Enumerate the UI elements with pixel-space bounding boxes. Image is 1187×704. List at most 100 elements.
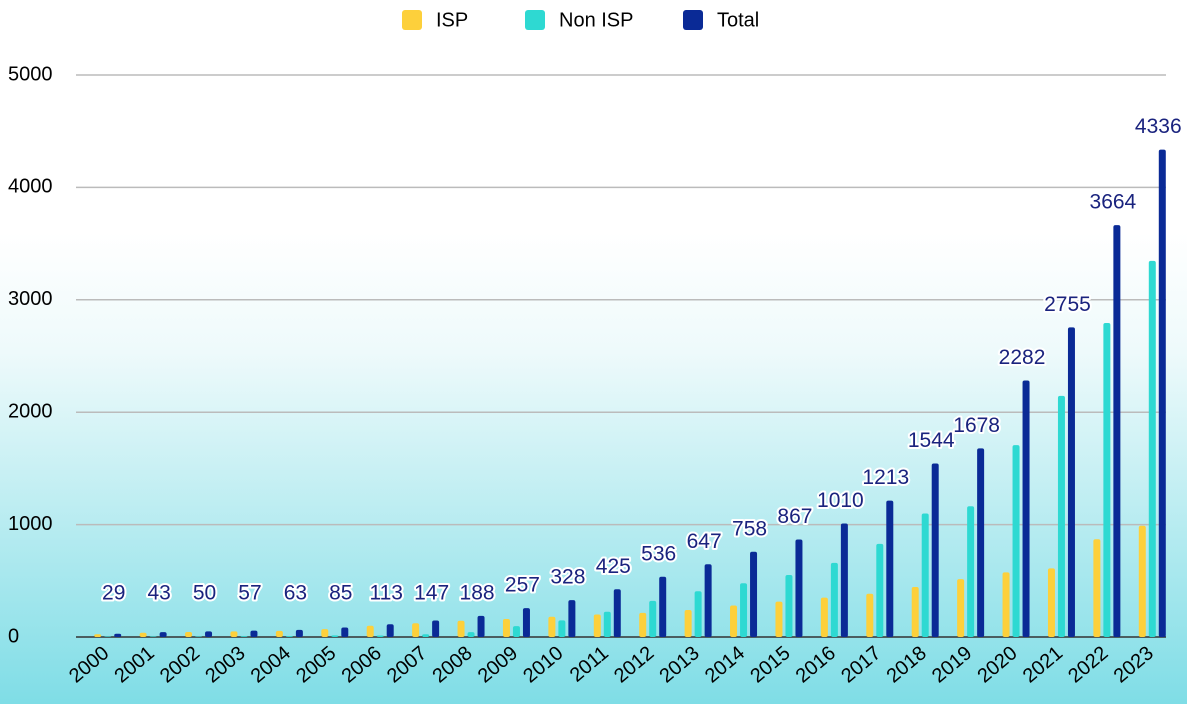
bar — [114, 633, 122, 637]
bar — [139, 632, 147, 637]
value-label: 113 — [369, 582, 402, 605]
bar — [613, 589, 621, 637]
bar — [603, 611, 611, 637]
bar — [230, 631, 238, 637]
value-label: 57 — [238, 582, 261, 605]
bar — [649, 600, 657, 637]
bar — [275, 630, 283, 637]
bar — [740, 583, 748, 637]
bar — [412, 623, 420, 637]
value-label: 1213 — [862, 466, 909, 489]
value-label: 867 — [777, 505, 812, 528]
bar — [911, 586, 919, 637]
bar — [704, 564, 712, 637]
value-label: 3664 — [1090, 191, 1137, 214]
bar — [321, 629, 329, 637]
bar — [195, 636, 203, 637]
value-label: 43 — [147, 582, 170, 605]
bar — [830, 562, 838, 637]
bar — [432, 620, 440, 637]
bar — [1138, 525, 1146, 637]
y-tick-label: 0 — [8, 625, 19, 647]
value-label: 85 — [329, 582, 352, 605]
bar — [548, 616, 556, 637]
value-label: 536 — [641, 542, 676, 565]
value-label: 63 — [284, 582, 307, 605]
y-tick-label: 3000 — [8, 288, 53, 310]
value-label: 147 — [414, 582, 449, 605]
bar — [1002, 572, 1010, 637]
value-label: 1678 — [953, 414, 1000, 437]
bar — [94, 634, 102, 637]
y-tick-label: 1000 — [8, 513, 53, 535]
value-label: 1544 — [908, 429, 955, 452]
bar — [876, 543, 884, 637]
bar — [1148, 260, 1156, 637]
bar — [1113, 225, 1121, 638]
value-label: 2282 — [999, 346, 1046, 369]
bar — [820, 597, 828, 637]
bar — [477, 615, 485, 637]
bar — [957, 579, 965, 637]
bar — [977, 448, 985, 637]
bar — [285, 636, 293, 637]
bar — [785, 574, 793, 637]
bar — [341, 627, 349, 637]
bar — [931, 463, 939, 637]
legend-swatch — [683, 10, 703, 30]
legend-swatch — [525, 10, 545, 30]
value-label: 328 — [550, 566, 585, 589]
bar — [921, 513, 929, 637]
y-tick-label: 5000 — [8, 63, 53, 85]
bar — [467, 632, 475, 637]
value-label: 2755 — [1044, 293, 1091, 316]
legend-label: Non ISP — [559, 9, 633, 31]
bar — [522, 608, 530, 637]
y-tick-label: 4000 — [8, 176, 53, 198]
bar — [1022, 380, 1030, 637]
bar — [250, 630, 258, 637]
value-label: 758 — [732, 517, 767, 540]
bar — [1012, 445, 1020, 637]
bar — [730, 605, 738, 637]
bar — [795, 539, 803, 637]
bar — [240, 636, 248, 637]
bar — [159, 632, 167, 637]
value-label: 425 — [596, 555, 631, 578]
bar — [750, 551, 758, 637]
bar — [149, 636, 157, 637]
bar — [694, 591, 702, 637]
bar — [684, 610, 692, 637]
bar — [366, 625, 374, 637]
bar — [457, 620, 465, 637]
value-label: 50 — [193, 582, 216, 605]
bar — [1057, 395, 1065, 637]
bar — [512, 626, 520, 637]
bar — [386, 624, 394, 637]
bar — [295, 629, 303, 637]
bar — [502, 619, 510, 637]
legend-swatch — [402, 10, 422, 30]
bar — [205, 631, 213, 637]
bar — [659, 576, 667, 637]
bar — [1103, 322, 1111, 637]
legend-label: ISP — [436, 9, 468, 31]
bar — [185, 631, 193, 637]
bar — [376, 635, 384, 637]
bar — [840, 523, 848, 637]
value-label: 257 — [505, 574, 540, 597]
bar — [1047, 568, 1055, 637]
bar — [886, 500, 894, 637]
bar — [775, 601, 783, 637]
bar — [331, 635, 339, 637]
bar — [1158, 149, 1166, 637]
y-tick-label: 2000 — [8, 400, 53, 422]
bar — [1067, 327, 1075, 637]
bar — [639, 612, 647, 637]
value-label: 4336 — [1135, 115, 1182, 138]
bar — [866, 593, 874, 637]
value-label: 29 — [102, 582, 125, 605]
value-label: 188 — [460, 581, 495, 604]
